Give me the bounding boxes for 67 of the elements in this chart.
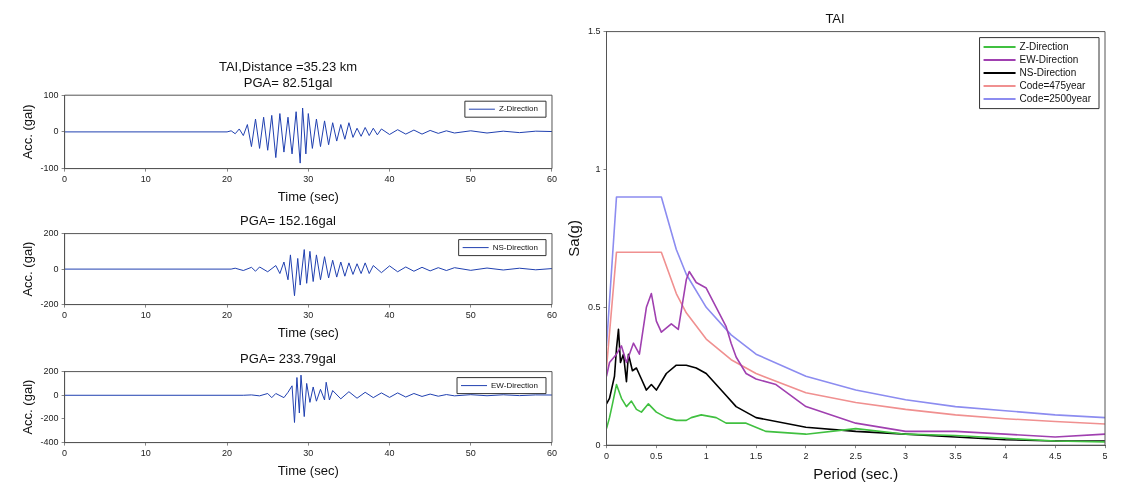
x-tick-label: 0: [62, 448, 68, 459]
y-tick-label: 200: [43, 366, 59, 377]
y-axis-title: Acc. (gal): [20, 104, 36, 160]
y-tick-label: 0.5: [588, 301, 601, 312]
x-axis-title: Period (sec.): [813, 465, 899, 483]
x-tick-label: 60: [546, 448, 557, 459]
x-tick-label: 3.5: [949, 451, 962, 462]
legend-label: Z-Direction: [1019, 40, 1069, 52]
y-tick-label: -200: [40, 413, 59, 424]
x-tick-label: 40: [384, 310, 395, 321]
x-tick-label: 5: [1102, 451, 1108, 462]
legend-label: NS-Direction: [492, 242, 538, 252]
y-tick-label: 0: [53, 389, 59, 400]
x-axis-title: Time (sec): [277, 324, 339, 340]
chart-title: PGA= 233.79gal: [240, 351, 336, 367]
chart-title: TAI: [825, 11, 845, 27]
x-axis-title: Time (sec): [277, 188, 339, 204]
chart-subtitle: PGA= 82.51gal: [243, 74, 333, 90]
x-tick-label: 2.5: [849, 451, 863, 462]
x-tick-label: 60: [546, 310, 557, 321]
chart-title: PGA= 152.16gal: [240, 213, 336, 229]
legend-label: EW-Direction: [1019, 53, 1079, 65]
y-tick-label: 200: [43, 228, 59, 239]
y-tick-label: -200: [40, 299, 59, 310]
x-tick-label: 4: [1002, 451, 1008, 462]
x-tick-label: 10: [140, 448, 151, 459]
y-tick-label: 100: [43, 89, 59, 100]
x-tick-label: 0: [62, 310, 68, 321]
legend-label: Z-Direction: [498, 104, 538, 114]
x-tick-label: 30: [303, 448, 314, 459]
x-tick-label: 10: [140, 174, 151, 185]
x-tick-label: 60: [546, 174, 557, 185]
y-tick-label: 1.5: [588, 26, 601, 37]
y-axis-title: Acc. (gal): [20, 379, 36, 435]
x-tick-label: 50: [465, 310, 476, 321]
y-axis-title: Acc. (gal): [20, 241, 36, 297]
y-tick-label: -400: [40, 437, 59, 448]
x-tick-label: 2: [803, 451, 809, 462]
y-tick-label: -100: [40, 163, 59, 174]
legend-label: Code=2500year: [1019, 92, 1092, 104]
x-tick-label: 20: [222, 448, 233, 459]
x-tick-label: 1.5: [749, 451, 763, 462]
x-tick-label: 40: [384, 174, 395, 185]
x-tick-label: 20: [222, 174, 233, 185]
x-tick-label: 10: [140, 310, 151, 321]
x-axis-title: Time (sec): [277, 462, 339, 478]
x-tick-label: 30: [303, 174, 314, 185]
x-tick-label: 3: [903, 451, 909, 462]
chart-title: TAI,Distance =35.23 km: [218, 59, 358, 75]
x-tick-label: 0.5: [650, 451, 663, 462]
x-tick-label: 0: [604, 451, 610, 462]
x-tick-label: 40: [384, 448, 395, 459]
y-tick-label: 0: [53, 126, 59, 137]
x-tick-label: 20: [222, 310, 233, 321]
x-tick-label: 4.5: [1048, 451, 1062, 462]
y-tick-label: 0: [53, 263, 59, 274]
legend-label: EW-Direction: [491, 380, 539, 390]
y-tick-label: 1: [595, 163, 601, 174]
y-axis-title: Sa(g): [565, 220, 583, 257]
x-tick-label: 30: [303, 310, 314, 321]
legend-label: NS-Direction: [1019, 66, 1077, 78]
x-tick-label: 0: [62, 174, 68, 185]
x-tick-label: 50: [465, 448, 476, 459]
y-tick-label: 0: [595, 439, 601, 450]
x-tick-label: 1: [703, 451, 709, 462]
legend-label: Code=475year: [1019, 79, 1087, 91]
x-tick-label: 50: [465, 174, 476, 185]
